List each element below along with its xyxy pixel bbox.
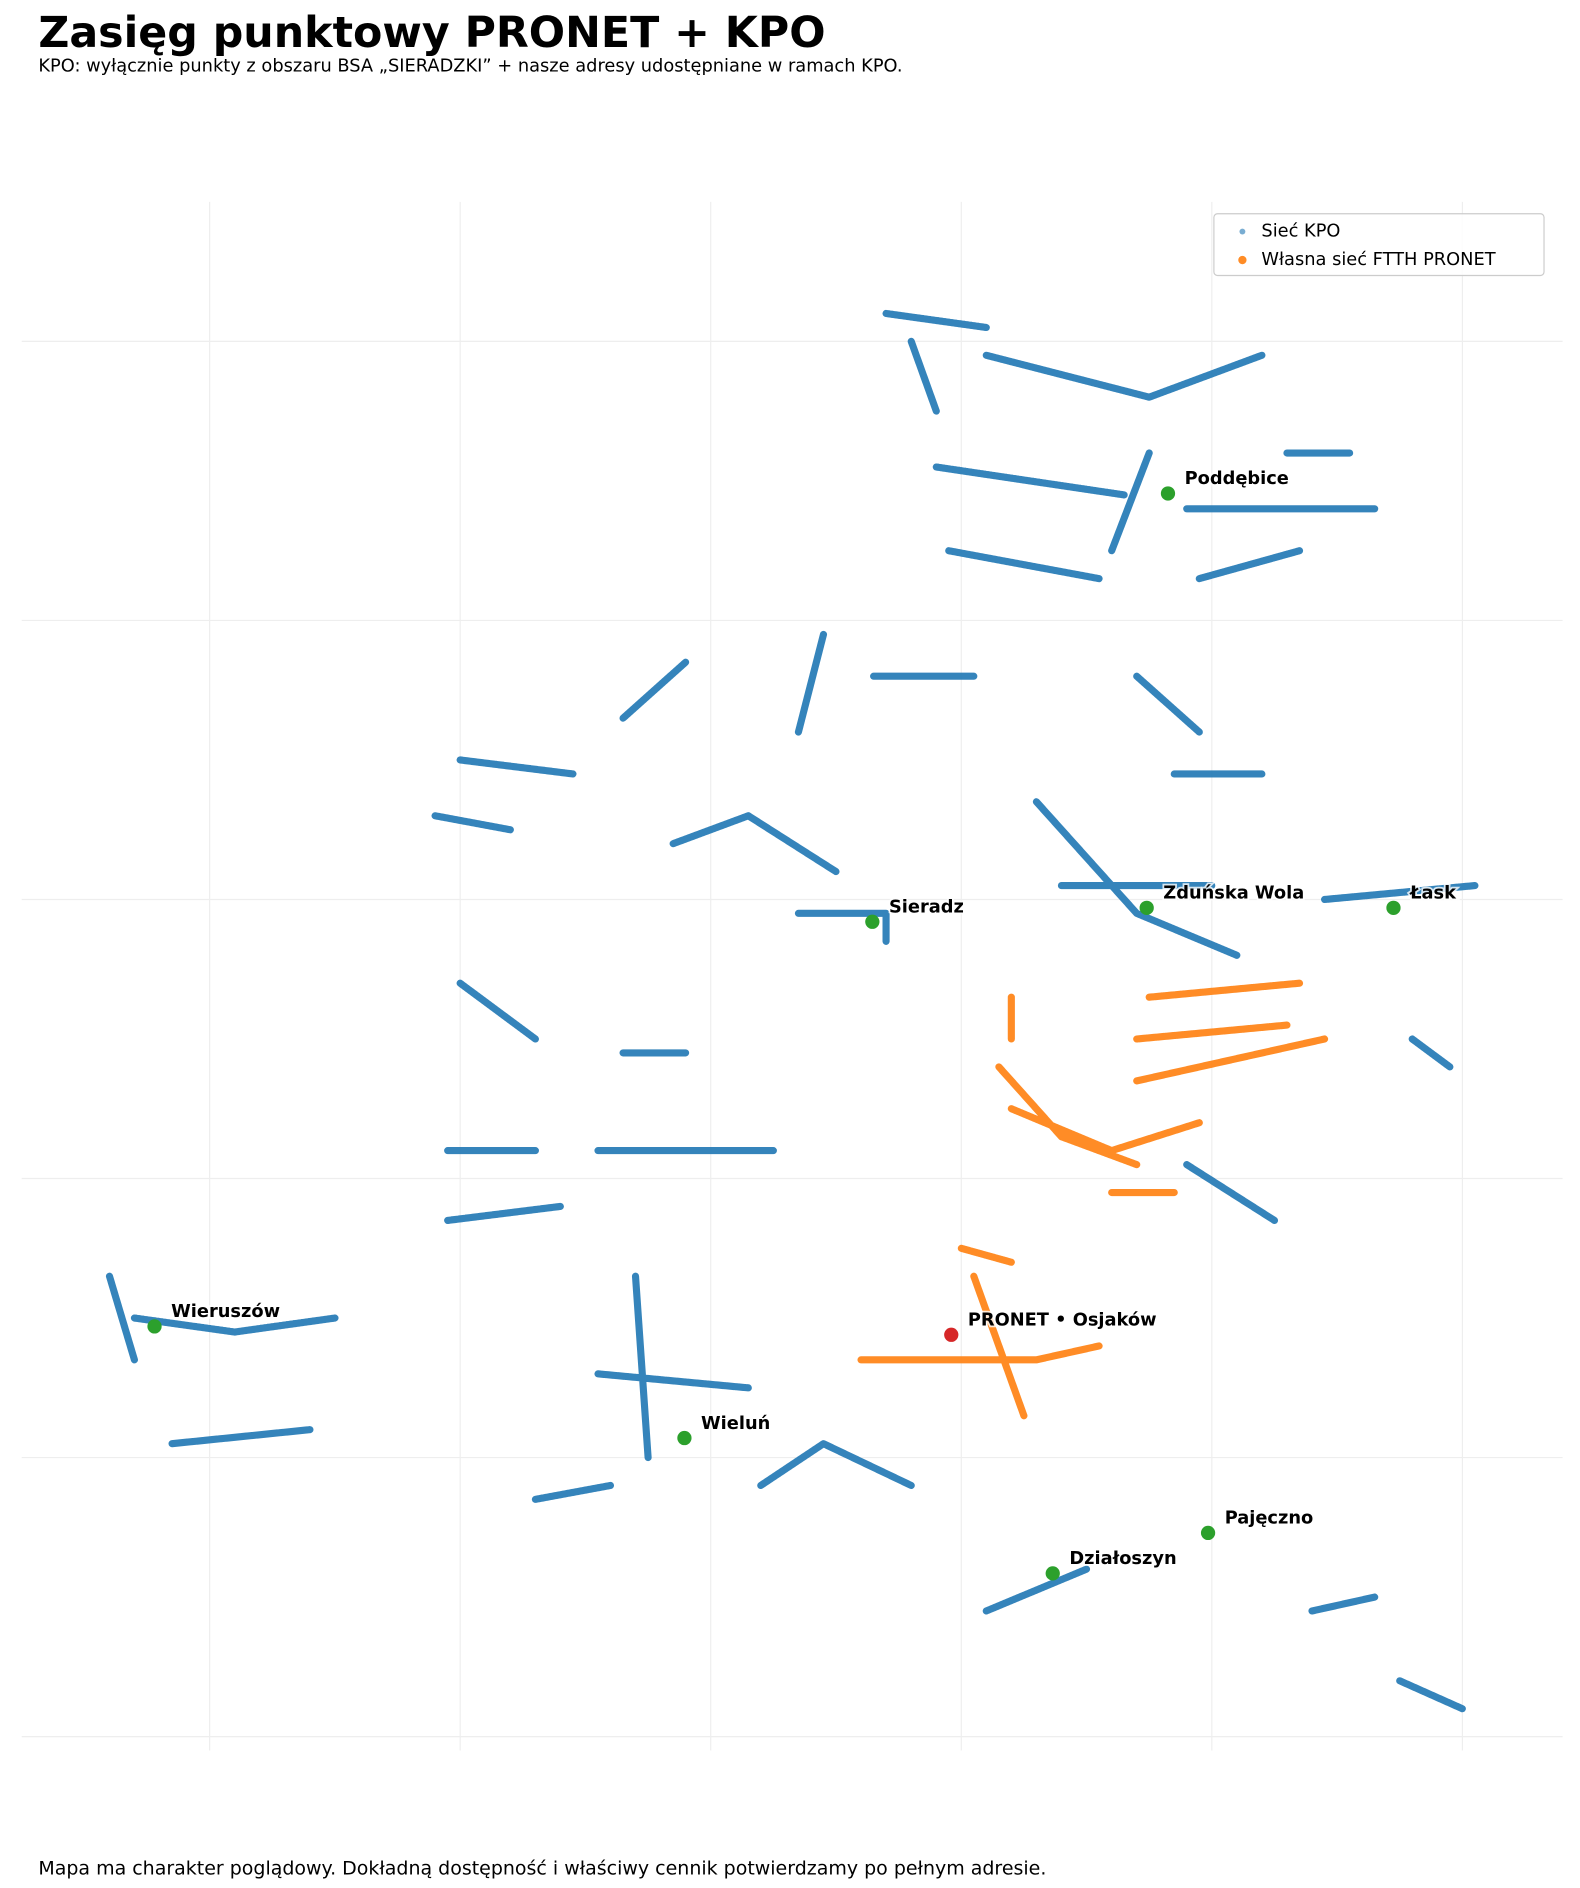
network-line xyxy=(857,979,1329,1420)
place-label: Wieluń xyxy=(701,1413,770,1434)
place-marker xyxy=(147,1319,162,1334)
place-label: Działoszyn xyxy=(1069,1548,1176,1569)
legend-label: Własna sieć FTTH PRONET xyxy=(1261,249,1495,270)
place-marker xyxy=(1200,1525,1216,1541)
place-label: Łask xyxy=(1409,883,1457,904)
place-marker xyxy=(1139,900,1154,915)
place-label: Sieradz xyxy=(889,897,964,918)
place-marker xyxy=(1160,486,1176,501)
place-label: Zduńska Wola xyxy=(1163,883,1304,904)
footer: Mapa ma charakter poglądowy. Dokładną do… xyxy=(38,1858,1046,1880)
place-marker xyxy=(1386,900,1401,915)
place-marker xyxy=(865,914,880,929)
place-label: Pajęczno xyxy=(1225,1508,1314,1529)
place-marker xyxy=(944,1327,959,1342)
place-label: PRONET • Osjaków xyxy=(968,1310,1157,1331)
place-marker xyxy=(677,1430,692,1446)
legend-marker xyxy=(1239,228,1246,235)
subtitle: KPO: wyłącznie punkty z obszaru BSA „SIE… xyxy=(38,55,902,76)
network-line xyxy=(105,309,1479,1713)
place-label: Poddębice xyxy=(1185,468,1289,489)
place-marker xyxy=(1045,1566,1060,1581)
legend-label: Sieć KPO xyxy=(1261,221,1340,242)
legend-marker xyxy=(1238,255,1247,265)
place-label: Wieruszów xyxy=(171,1301,280,1322)
title: Zasięg punktowy PRONET + KPO xyxy=(38,8,825,58)
legend-box xyxy=(1213,213,1545,277)
legend: Sieć KPO Własna sieć FTTH PRONET xyxy=(1213,213,1545,277)
